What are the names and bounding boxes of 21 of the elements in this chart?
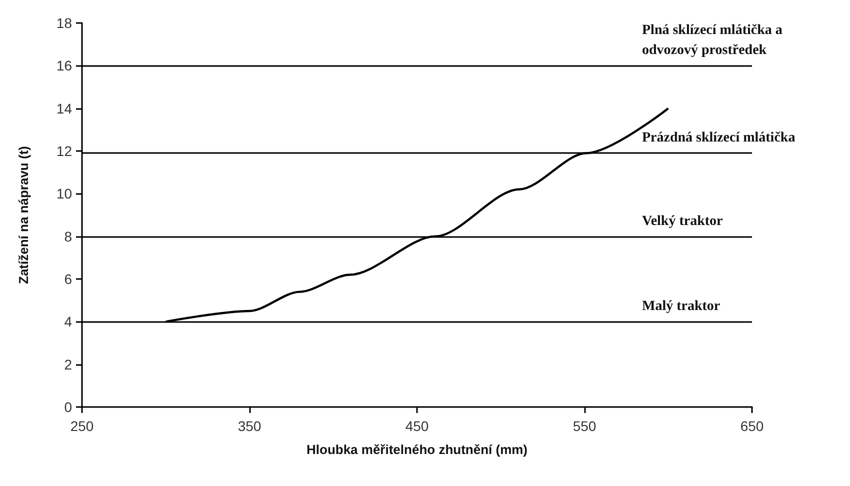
ref-line-label: Malý traktor (642, 299, 720, 314)
x-tick-label: 350 (238, 418, 262, 434)
x-tick-label: 450 (405, 418, 429, 434)
x-tick-label: 650 (740, 418, 764, 434)
y-tick-label: 6 (64, 271, 72, 287)
y-tick-label: 2 (64, 356, 72, 372)
ref-line-label: Velký traktor (642, 214, 723, 229)
y-tick-label: 16 (56, 58, 72, 74)
y-tick-label: 4 (64, 314, 72, 330)
y-tick-label: 8 (64, 228, 72, 244)
x-axis-title: Hloubka měřitelného zhutnění (mm) (306, 442, 528, 457)
y-tick-label: 12 (56, 143, 72, 159)
y-tick-label: 14 (56, 100, 72, 116)
x-tick-label: 250 (70, 418, 94, 434)
ref-line-label: Prázdná sklízecí mlátička (642, 130, 796, 146)
y-tick-label: 18 (56, 15, 72, 31)
y-tick-label: 10 (56, 186, 72, 202)
x-tick-label: 550 (572, 418, 596, 434)
y-axis-title: Zatížení na nápravu (t) (16, 146, 31, 284)
ref-line-label: Plná sklízecí mlátička a odvozový prostředek (642, 23, 786, 58)
y-tick-label: 0 (64, 399, 72, 415)
